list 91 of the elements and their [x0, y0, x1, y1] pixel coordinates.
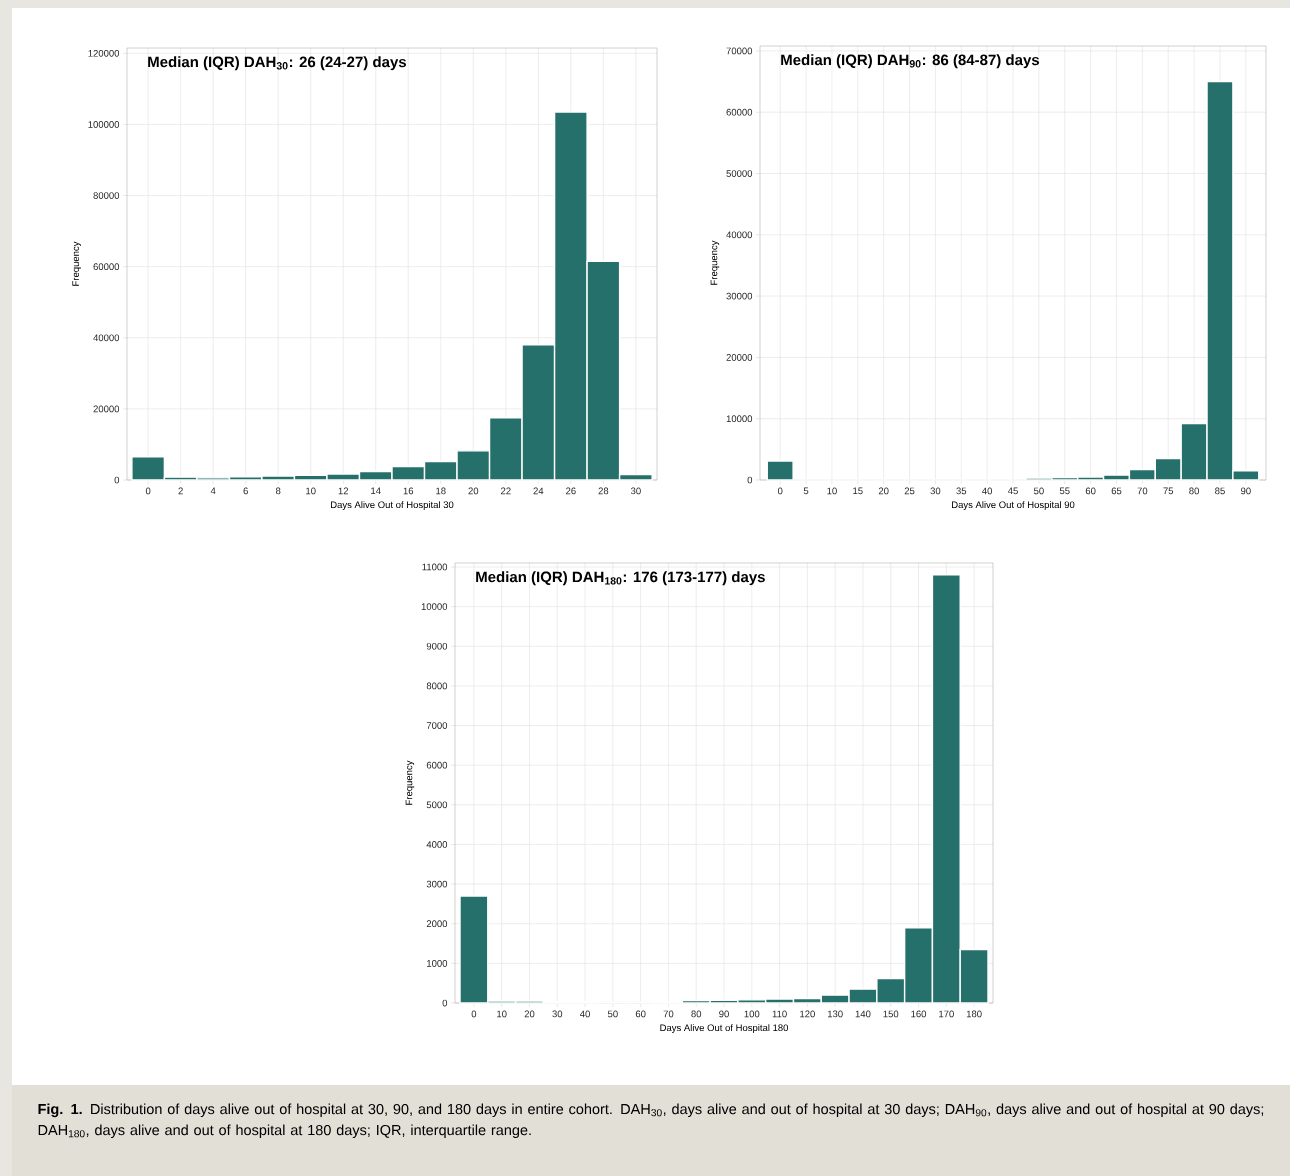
y-tick-label: 100000: [88, 121, 120, 128]
x-tick-label: 160: [911, 1010, 927, 1018]
x-tick-label: 120: [800, 1010, 815, 1018]
y-tick-label: 6000: [426, 761, 448, 769]
y-tick-label: 10000: [421, 603, 448, 610]
x-tick-label: 170: [939, 1010, 954, 1018]
y-tick-label: 10000: [726, 415, 753, 423]
text: Fig. 1. Distribution of days alive out of hospital at 30, 90, and 180 days in entire cohort. DAH$_{30}$, days alive and out of hospital at 30 days; DAH$_{90}$, days alive and out of hospital at 90 days; DAH$_{180}$, days alive and out of hospital at 180 days; IQR, interquartile range.: [38, 1103, 1264, 1139]
x-tick-label: 60: [1085, 487, 1096, 495]
x-tick-label: 60: [635, 1010, 646, 1018]
x-tick-label: 40: [580, 1010, 590, 1018]
x-tick-label: 55: [1059, 487, 1070, 495]
y-tick-label: 0: [114, 476, 120, 484]
x-tick-label: 70: [663, 1010, 674, 1018]
y-tick-label: 9000: [426, 642, 448, 650]
y-tick-label: 0: [442, 999, 448, 1007]
x-tick-label: 80: [691, 1010, 702, 1018]
x-axis-title: Days Alive Out of Hospital 180: [660, 1024, 789, 1033]
x-tick-label: 28: [598, 487, 609, 495]
x-tick-label: 0: [145, 487, 151, 495]
x-tick-label: 20: [468, 487, 479, 495]
y-axis-title: Frequency: [72, 241, 81, 286]
y-tick-label: 0: [747, 476, 753, 484]
x-tick-label: 75: [1163, 487, 1174, 495]
x-tick-label: 4: [210, 487, 216, 495]
x-tick-label: 20: [524, 1010, 535, 1018]
x-tick-label: 90: [1240, 487, 1251, 495]
x-tick-label: 50: [1033, 487, 1044, 495]
y-tick-label: 7000: [426, 722, 448, 729]
x-tick-label: 15: [853, 487, 863, 495]
x-tick-label: 16: [403, 487, 414, 495]
x-tick-label: 26: [566, 487, 576, 495]
x-tick-label: 20: [878, 487, 889, 495]
y-tick-label: 20000: [726, 354, 753, 361]
x-tick-label: 130: [827, 1010, 843, 1018]
text: Median (IQR) DAH$_{30}$: 26 (24-27) days: [148, 56, 407, 71]
x-tick-label: 6: [243, 487, 248, 495]
x-tick-label: 40: [982, 487, 993, 495]
x-axis-title: Days Alive Out of Hospital 30: [331, 501, 454, 510]
text: Median (IQR) DAH$_{180}$: 176 (173-177) days: [476, 571, 765, 586]
x-tick-label: 8: [275, 487, 281, 495]
y-tick-label: 70000: [726, 47, 753, 55]
x-tick-label: 80: [1189, 487, 1199, 495]
x-tick-label: 30: [930, 487, 941, 495]
x-tick-label: 70: [1137, 487, 1148, 495]
x-tick-label: 5: [803, 487, 809, 495]
x-tick-label: 10: [497, 1010, 507, 1018]
x-tick-label: 14: [371, 487, 381, 495]
x-tick-label: 10: [827, 487, 837, 495]
x-tick-label: 30: [552, 1010, 563, 1018]
x-tick-label: 100: [744, 1010, 760, 1018]
x-tick-label: 65: [1111, 487, 1122, 495]
y-tick-label: 80000: [93, 192, 120, 199]
y-tick-label: 60000: [93, 263, 120, 271]
y-tick-label: 120000: [88, 49, 120, 57]
x-tick-label: 90: [719, 1010, 729, 1018]
x-tick-label: 18: [436, 487, 446, 495]
y-tick-label: 50000: [726, 170, 753, 177]
y-tick-label: 1000: [427, 960, 448, 967]
y-tick-label: 2000: [426, 920, 448, 928]
x-tick-label: 30: [630, 487, 641, 495]
x-tick-label: 150: [883, 1010, 899, 1018]
text: Median (IQR) DAH$_{90}$: 86 (84-87) days: [781, 54, 1040, 69]
x-tick-label: 180: [966, 1010, 982, 1018]
x-tick-label: 110: [772, 1010, 787, 1018]
x-tick-label: 24: [533, 487, 544, 495]
x-tick-label: 0: [777, 487, 783, 495]
y-tick-label: 3000: [426, 880, 448, 888]
x-tick-label: 12: [338, 487, 349, 495]
x-tick-label: 10: [306, 487, 316, 495]
x-tick-label: 25: [904, 487, 915, 495]
y-tick-label: 30000: [726, 292, 753, 300]
y-axis-title: Frequency: [710, 240, 720, 285]
y-tick-label: 8000: [426, 682, 448, 690]
x-tick-label: 0: [471, 1010, 477, 1018]
y-tick-label: 60000: [726, 108, 753, 116]
x-tick-label: 140: [855, 1010, 871, 1018]
y-tick-label: 40000: [726, 231, 753, 239]
x-tick-label: 45: [1007, 487, 1018, 495]
x-tick-label: 22: [501, 487, 511, 495]
y-tick-label: 11000: [422, 563, 448, 571]
x-tick-label: 2: [178, 487, 183, 495]
y-tick-label: 40000: [93, 334, 120, 342]
x-tick-label: 35: [956, 487, 967, 495]
y-tick-label: 20000: [93, 405, 120, 413]
y-tick-label: 4000: [426, 841, 448, 848]
x-tick-label: 85: [1215, 487, 1225, 495]
y-tick-label: 5000: [426, 801, 448, 809]
x-tick-label: 50: [607, 1010, 618, 1018]
y-axis-title: Frequency: [405, 760, 415, 805]
x-axis-title: Days Alive Out of Hospital 90: [952, 501, 1075, 510]
